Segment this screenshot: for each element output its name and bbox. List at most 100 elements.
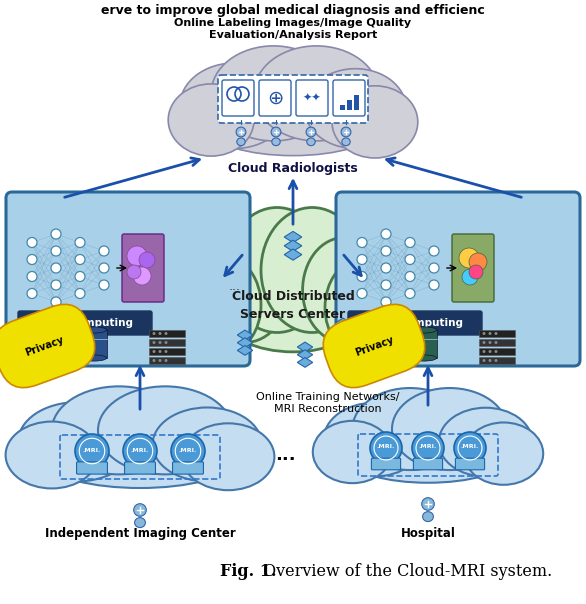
Circle shape bbox=[165, 332, 168, 335]
Circle shape bbox=[429, 246, 439, 256]
Polygon shape bbox=[284, 240, 302, 251]
Circle shape bbox=[495, 350, 498, 353]
Bar bbox=[354, 95, 359, 110]
Ellipse shape bbox=[254, 46, 379, 141]
Circle shape bbox=[152, 341, 155, 344]
FancyBboxPatch shape bbox=[413, 458, 442, 470]
Circle shape bbox=[99, 246, 109, 256]
Ellipse shape bbox=[190, 257, 261, 353]
Circle shape bbox=[158, 332, 162, 335]
Text: Privacy: Privacy bbox=[23, 335, 64, 358]
Polygon shape bbox=[81, 330, 107, 358]
Text: .MRI.: .MRI. bbox=[179, 448, 197, 452]
Text: Cloud Radiologists: Cloud Radiologists bbox=[228, 162, 358, 175]
Ellipse shape bbox=[98, 387, 233, 474]
Circle shape bbox=[405, 237, 415, 248]
Circle shape bbox=[51, 297, 61, 307]
FancyBboxPatch shape bbox=[372, 458, 401, 470]
Circle shape bbox=[495, 332, 498, 335]
Circle shape bbox=[357, 272, 367, 281]
FancyBboxPatch shape bbox=[149, 357, 185, 364]
Circle shape bbox=[482, 350, 485, 353]
Ellipse shape bbox=[135, 518, 145, 527]
Circle shape bbox=[357, 237, 367, 248]
Ellipse shape bbox=[313, 421, 392, 483]
FancyBboxPatch shape bbox=[259, 80, 291, 116]
Ellipse shape bbox=[323, 403, 424, 477]
Circle shape bbox=[27, 237, 37, 248]
Circle shape bbox=[27, 289, 37, 298]
Circle shape bbox=[381, 280, 391, 290]
Ellipse shape bbox=[225, 283, 361, 352]
Ellipse shape bbox=[52, 387, 186, 474]
FancyBboxPatch shape bbox=[455, 458, 485, 470]
Text: Edge Computing: Edge Computing bbox=[36, 318, 134, 328]
Ellipse shape bbox=[237, 138, 245, 146]
Circle shape bbox=[127, 246, 147, 266]
FancyBboxPatch shape bbox=[122, 234, 164, 302]
Text: ...: ... bbox=[229, 280, 241, 294]
FancyBboxPatch shape bbox=[333, 80, 365, 116]
Circle shape bbox=[454, 432, 486, 464]
Ellipse shape bbox=[423, 512, 434, 521]
Circle shape bbox=[370, 432, 402, 464]
Polygon shape bbox=[237, 345, 253, 355]
Ellipse shape bbox=[352, 388, 468, 470]
Circle shape bbox=[75, 237, 85, 248]
Circle shape bbox=[158, 350, 162, 353]
Circle shape bbox=[51, 229, 61, 239]
Ellipse shape bbox=[352, 438, 505, 483]
Circle shape bbox=[152, 359, 155, 362]
Text: ...: ... bbox=[339, 341, 351, 353]
Polygon shape bbox=[411, 330, 437, 358]
Circle shape bbox=[165, 359, 168, 362]
Circle shape bbox=[75, 272, 85, 281]
Text: Servers Center: Servers Center bbox=[240, 309, 346, 321]
Ellipse shape bbox=[332, 86, 418, 158]
Circle shape bbox=[489, 341, 492, 344]
Circle shape bbox=[405, 272, 415, 281]
FancyBboxPatch shape bbox=[296, 80, 328, 116]
FancyBboxPatch shape bbox=[77, 462, 107, 474]
Ellipse shape bbox=[307, 138, 315, 146]
Circle shape bbox=[381, 229, 391, 239]
Circle shape bbox=[99, 263, 109, 273]
Circle shape bbox=[75, 434, 109, 468]
Circle shape bbox=[429, 263, 439, 273]
Circle shape bbox=[357, 289, 367, 298]
Text: .MRI.: .MRI. bbox=[131, 448, 149, 452]
Circle shape bbox=[412, 432, 444, 464]
FancyBboxPatch shape bbox=[6, 192, 250, 366]
Ellipse shape bbox=[211, 46, 336, 141]
Polygon shape bbox=[335, 318, 350, 328]
Circle shape bbox=[51, 246, 61, 256]
Circle shape bbox=[123, 434, 157, 468]
Text: ✦✦: ✦✦ bbox=[302, 93, 321, 103]
Circle shape bbox=[165, 341, 168, 344]
Ellipse shape bbox=[168, 84, 254, 156]
Ellipse shape bbox=[6, 422, 98, 489]
Circle shape bbox=[381, 246, 391, 256]
FancyBboxPatch shape bbox=[452, 234, 494, 302]
Text: .MRI.: .MRI. bbox=[83, 448, 101, 452]
Text: Online Training Networks/: Online Training Networks/ bbox=[256, 392, 400, 402]
Ellipse shape bbox=[18, 402, 136, 481]
Circle shape bbox=[462, 269, 478, 285]
Ellipse shape bbox=[411, 327, 437, 333]
Circle shape bbox=[133, 267, 151, 285]
Polygon shape bbox=[237, 338, 253, 347]
Ellipse shape bbox=[81, 327, 107, 333]
Text: Evaluation/Analysis Report: Evaluation/Analysis Report bbox=[209, 30, 377, 40]
FancyBboxPatch shape bbox=[125, 462, 155, 474]
Circle shape bbox=[341, 127, 351, 137]
Ellipse shape bbox=[152, 408, 262, 481]
Circle shape bbox=[469, 265, 483, 279]
Circle shape bbox=[495, 341, 498, 344]
Polygon shape bbox=[284, 249, 302, 260]
Circle shape bbox=[357, 254, 367, 265]
FancyBboxPatch shape bbox=[479, 339, 515, 346]
FancyBboxPatch shape bbox=[172, 462, 203, 474]
FancyBboxPatch shape bbox=[218, 75, 368, 123]
Circle shape bbox=[495, 359, 498, 362]
FancyBboxPatch shape bbox=[149, 330, 185, 337]
